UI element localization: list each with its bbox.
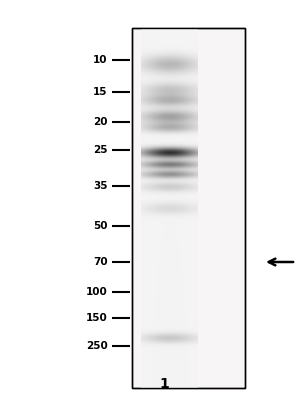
Text: 35: 35	[93, 181, 108, 191]
Text: 10: 10	[93, 55, 108, 65]
Text: 15: 15	[93, 87, 108, 97]
Text: 150: 150	[86, 313, 108, 323]
Text: 100: 100	[86, 287, 108, 297]
Text: 20: 20	[93, 117, 108, 127]
Text: 50: 50	[93, 221, 108, 231]
Bar	[132, 28, 245, 388]
Bar	[132, 28, 245, 388]
Text: 250: 250	[86, 341, 108, 351]
Text: 1: 1	[160, 377, 169, 391]
Text: 25: 25	[93, 145, 108, 155]
Text: 70: 70	[93, 257, 108, 267]
